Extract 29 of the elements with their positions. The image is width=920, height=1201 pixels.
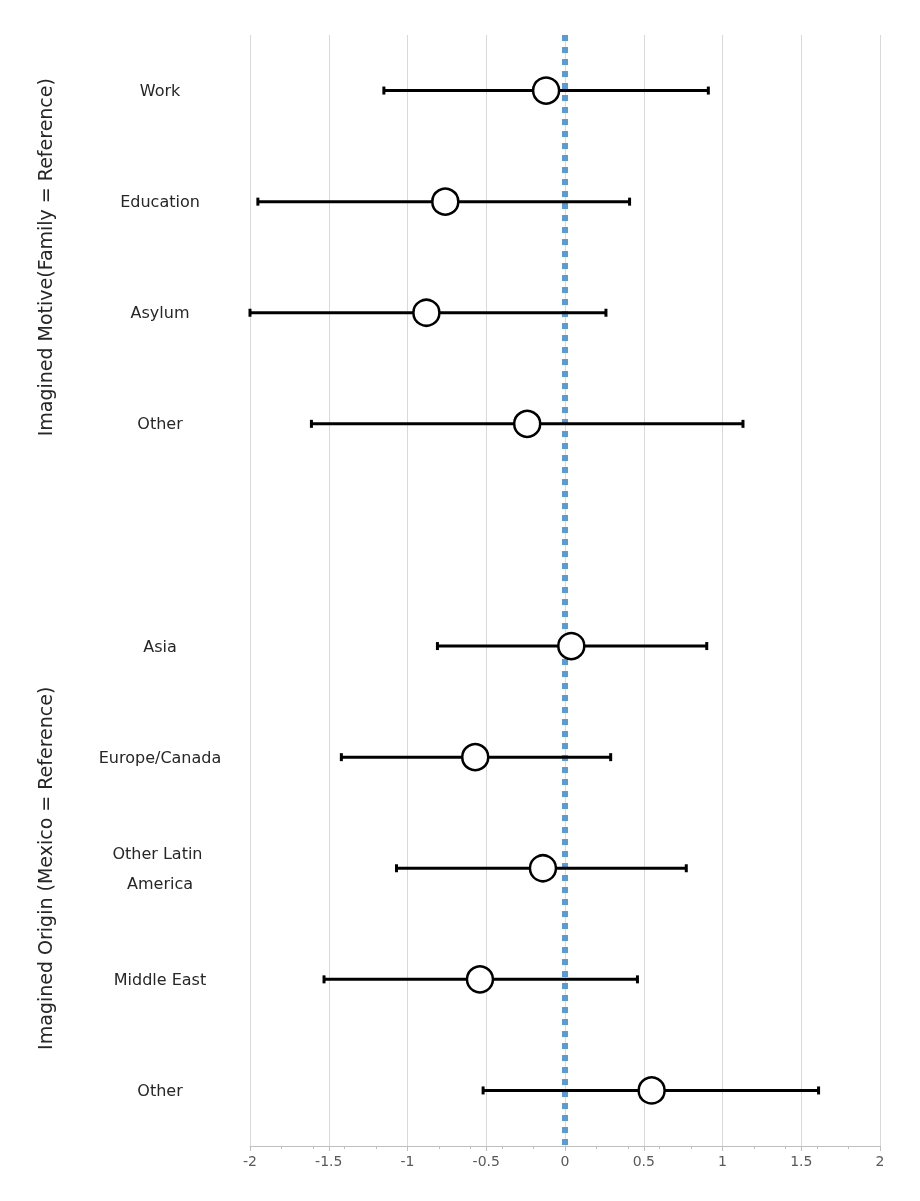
x-tick-label: 0.5 <box>632 1153 655 1169</box>
x-tick-label: 2 <box>875 1153 885 1169</box>
point <box>461 742 490 772</box>
x-tick-label: 0 <box>560 1153 570 1169</box>
point <box>528 854 558 883</box>
point <box>512 409 542 439</box>
text: Imagined Origin (Mexico = Reference) <box>34 686 56 1050</box>
x-tick-label: -1 <box>400 1153 415 1169</box>
x-tick-label: -1.5 <box>315 1153 343 1169</box>
y-tick-label: Europe/Canada <box>98 747 222 767</box>
x-tick-label: 1 <box>718 1153 727 1169</box>
y-tick-label: Asia <box>143 636 177 656</box>
x-tick-label: -2 <box>243 1153 257 1169</box>
point <box>531 76 561 105</box>
y-tick-label: Work <box>139 81 181 101</box>
x-tick-label: -0.5 <box>472 1153 500 1169</box>
x-tick-label: 1.5 <box>790 1153 813 1169</box>
point <box>465 965 495 994</box>
point <box>637 1076 666 1105</box>
point <box>412 298 441 327</box>
y-tick-label: Education <box>120 192 200 212</box>
text: Imagined Motive(Family = Reference) <box>34 78 56 437</box>
y-tick-label: Other <box>137 1080 184 1100</box>
y-tick-label: Middle East <box>113 969 207 989</box>
y-tick-label: Other Latin America <box>112 843 208 893</box>
point <box>557 631 586 661</box>
point <box>431 187 460 216</box>
y-tick-label: Other <box>137 414 184 434</box>
y-tick-label: Asylum <box>130 303 190 323</box>
